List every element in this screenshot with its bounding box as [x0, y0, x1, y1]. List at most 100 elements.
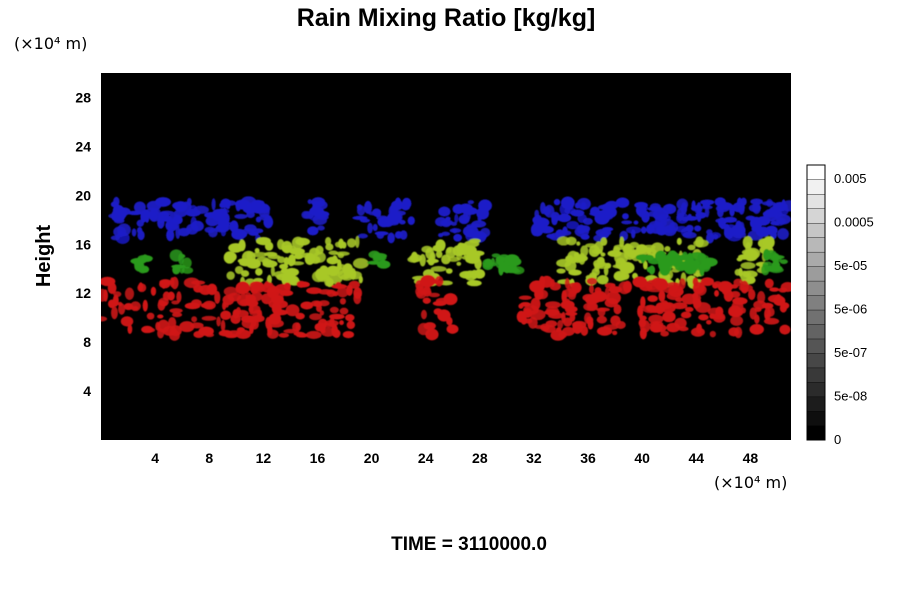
rain-cell — [173, 201, 188, 212]
rain-cell — [545, 301, 561, 309]
rain-cell — [715, 306, 724, 317]
rain-cell — [367, 260, 381, 265]
rain-cell — [328, 250, 339, 255]
rain-cell — [545, 320, 558, 328]
rain-cell — [234, 265, 244, 275]
rain-cell — [640, 255, 646, 264]
rain-cell — [465, 254, 481, 264]
rain-cell — [723, 216, 738, 223]
rain-cell — [586, 293, 600, 304]
rain-cell — [240, 270, 250, 277]
colorbar-tick-label: 5e-07 — [834, 345, 867, 360]
rain-cell — [172, 312, 183, 318]
colorbar-level — [806, 295, 826, 311]
y-tick-label: 24 — [75, 138, 91, 154]
rain-cell — [596, 274, 609, 285]
rain-cell — [459, 270, 474, 279]
rain-cell — [356, 205, 366, 216]
rain-cell — [357, 233, 368, 239]
colorbar-level — [806, 338, 826, 354]
rain-cell — [662, 259, 675, 267]
rain-cell — [658, 258, 666, 271]
rain-cell — [565, 305, 578, 313]
rain-cell — [675, 225, 689, 233]
colorbar-level — [806, 396, 826, 412]
rain-cell — [647, 295, 658, 303]
rain-cell — [687, 244, 696, 251]
rain-cell — [118, 303, 126, 315]
rain-cell — [352, 258, 369, 269]
y-tick-label: 4 — [83, 383, 91, 399]
rain-cell — [220, 319, 226, 332]
rain-cell — [562, 226, 568, 235]
rain-cell — [141, 325, 154, 334]
rain-cell — [498, 263, 504, 276]
rain-cell — [255, 216, 262, 223]
rain-cell — [577, 213, 587, 224]
rain-cell — [261, 258, 273, 266]
y-tick-label: 28 — [75, 89, 91, 105]
rain-cell — [770, 255, 785, 260]
rain-cell — [763, 317, 780, 325]
rain-cell — [546, 233, 555, 239]
rain-cell — [420, 309, 427, 320]
rain-cell — [533, 214, 543, 228]
rain-cell — [576, 197, 591, 210]
rain-cell — [350, 268, 357, 280]
rain-cell — [549, 282, 561, 291]
rain-cell — [649, 321, 664, 328]
rain-cell — [150, 286, 157, 296]
rain-cell — [694, 225, 702, 232]
rain-cell — [764, 313, 769, 320]
rain-cell — [229, 220, 239, 233]
x-tick-label: 44 — [689, 450, 705, 466]
rain-cell — [740, 280, 749, 294]
rain-cell — [618, 281, 631, 295]
rain-cell — [264, 241, 274, 251]
rain-cell — [749, 307, 757, 320]
rain-cell — [381, 258, 386, 269]
rain-cell — [235, 329, 251, 340]
rain-cell — [307, 199, 313, 205]
rain-cell — [111, 212, 126, 222]
rain-cell — [346, 320, 356, 330]
rain-cell — [643, 254, 654, 261]
rain-cell — [692, 277, 699, 287]
rain-cell — [482, 258, 493, 268]
rain-cell — [311, 197, 326, 208]
rain-cell — [338, 263, 346, 270]
rain-cell — [293, 253, 304, 260]
rain-cell — [113, 196, 120, 207]
colorbar-tick-label: 0.005 — [834, 171, 867, 186]
rain-cell — [648, 265, 656, 275]
y-axis-ticks: 4 8 12 16 20 24 28 — [75, 89, 91, 399]
time-label: TIME = 3110000.0 — [391, 534, 547, 555]
rain-cell — [113, 226, 127, 238]
rain-cell — [530, 284, 540, 290]
rain-cell — [420, 274, 436, 288]
rain-cell — [698, 314, 709, 321]
colorbar-level — [806, 324, 826, 340]
rain-cell — [561, 290, 567, 304]
colorbar-tick-labels: 0 5e-08 5e-07 5e-06 5e-05 0.0005 0.005 — [834, 171, 874, 447]
rain-cell — [435, 217, 448, 227]
rain-cell — [740, 262, 756, 270]
rain-cell — [230, 313, 241, 324]
rain-cell — [337, 252, 345, 259]
rain-cell — [585, 243, 597, 248]
rain-cell — [504, 254, 520, 265]
rain-cell — [409, 254, 423, 263]
rain-cell — [264, 251, 278, 257]
rain-cell — [334, 241, 343, 248]
rain-cell — [146, 200, 162, 211]
rain-cell — [133, 201, 146, 213]
rain-cell — [288, 276, 300, 283]
rain-cell — [107, 299, 116, 309]
x-tick-label: 36 — [580, 450, 596, 466]
rain-field — [101, 196, 791, 341]
rain-cell — [742, 236, 753, 249]
colorbar-level — [806, 280, 826, 296]
rain-cell — [730, 315, 744, 326]
rain-cell — [540, 275, 553, 288]
rain-cell — [539, 225, 554, 234]
